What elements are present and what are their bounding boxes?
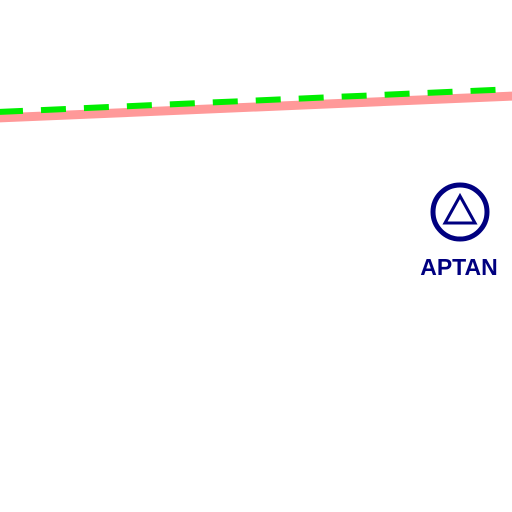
airway-route-line[interactable]: [0, 91, 512, 123]
waypoint-aptan[interactable]: APTAN: [420, 182, 498, 280]
waypoint-label: APTAN: [420, 254, 498, 280]
airway-route-dashed-line[interactable]: [0, 86, 512, 115]
airway-routes: [0, 86, 512, 123]
triangle-in-circle-icon: [430, 182, 490, 242]
